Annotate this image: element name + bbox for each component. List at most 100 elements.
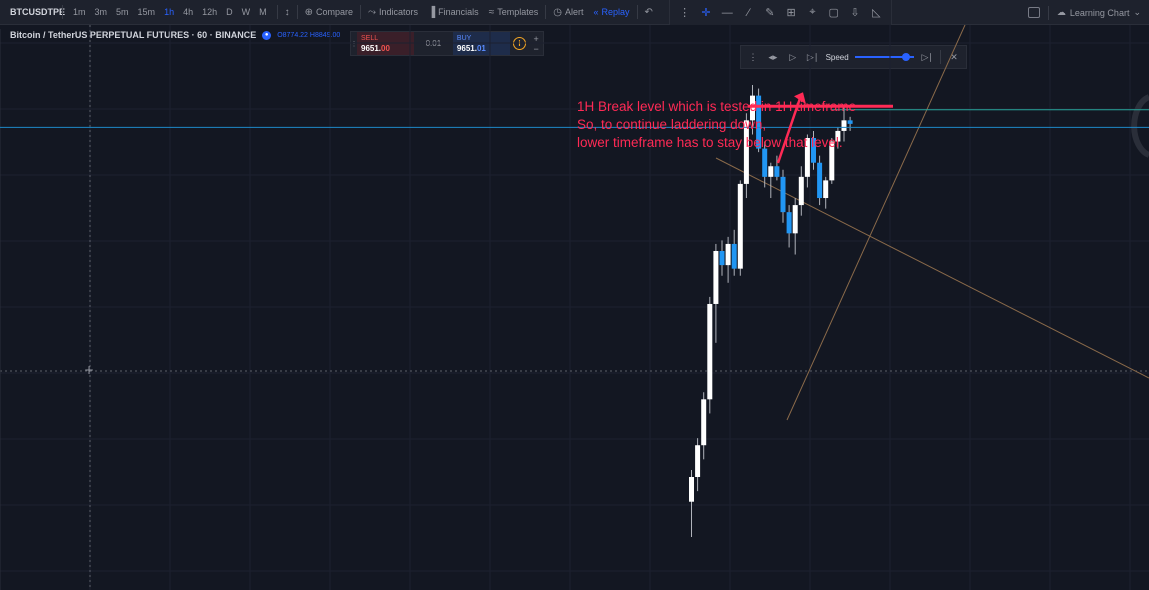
candle-body bbox=[725, 243, 731, 266]
crosshair-cursor-icon: + bbox=[84, 363, 94, 377]
trend-line-descending bbox=[715, 157, 1149, 379]
candle-body bbox=[737, 183, 743, 269]
right-tools: ☁ Learning Chart ⌄ bbox=[1027, 0, 1149, 25]
drag-handle-icon[interactable]: ⋮ bbox=[679, 7, 691, 19]
buy-label: BUY bbox=[456, 35, 472, 42]
candle-body bbox=[695, 445, 701, 477]
annotation-line-1: 1H Break level which is tested in 1H tim… bbox=[577, 99, 857, 114]
undo-button[interactable]: ↶ bbox=[640, 0, 658, 25]
chart-annotation: 1H Break level which is tested in 1H tim… bbox=[577, 98, 856, 152]
comment-icon[interactable]: ▢ bbox=[828, 7, 839, 19]
pen-icon[interactable]: ✎ bbox=[765, 7, 775, 19]
speed-slider-knob[interactable] bbox=[901, 53, 910, 61]
chart-legend: Bitcoin / TetherUS PERPETUAL FUTURES · 6… bbox=[10, 28, 340, 42]
timeframe-1m[interactable]: 1m bbox=[73, 7, 86, 17]
timeframe-12h[interactable]: 12h bbox=[202, 7, 218, 17]
compare-button[interactable]: ⊕ Compare bbox=[300, 0, 358, 25]
marker-icon[interactable]: ⌖ bbox=[809, 6, 816, 18]
chart-grid bbox=[0, 25, 1149, 590]
patterns-icon[interactable]: ⊞ bbox=[786, 7, 796, 19]
timeframe-M[interactable]: M bbox=[259, 7, 267, 17]
candles-icon: ↕ bbox=[284, 6, 290, 18]
cloud-icon: ☁ bbox=[1056, 7, 1066, 17]
timeframe-D[interactable]: D bbox=[226, 7, 233, 17]
candle-body bbox=[701, 399, 707, 446]
toolbar-divider bbox=[360, 5, 362, 19]
ruler-icon[interactable]: ◺ bbox=[872, 7, 881, 19]
candle-body bbox=[823, 180, 829, 199]
candle-body bbox=[817, 162, 823, 199]
annotation-line-3: lower timeframe has to stay below that l… bbox=[577, 135, 843, 150]
brush-icon[interactable]: ∕ bbox=[747, 6, 750, 19]
candle-series bbox=[689, 85, 853, 538]
select-bar-icon[interactable]: ◂▸ bbox=[768, 51, 778, 62]
timeframe-1h[interactable]: 1h bbox=[164, 7, 175, 17]
buy-price-main: 9651. bbox=[456, 44, 477, 53]
alarm-icon: ◷ bbox=[553, 6, 562, 18]
plus-circle-icon: ⊕ bbox=[304, 6, 314, 18]
financials-button[interactable]: ▐ Financials bbox=[423, 0, 484, 25]
candle-body bbox=[750, 95, 755, 121]
plus-icon[interactable]: + bbox=[533, 33, 539, 44]
toolbar-divider bbox=[545, 5, 547, 19]
layout-icon[interactable] bbox=[1027, 7, 1040, 18]
annotation-arrow-head-icon bbox=[794, 92, 806, 105]
candle-body bbox=[792, 205, 798, 234]
financials-icon: ▐ bbox=[428, 6, 436, 18]
symbol-search[interactable]: BTCUSDTPE bbox=[10, 7, 66, 17]
annotation-arrow-shaft bbox=[776, 97, 802, 164]
candle-body bbox=[798, 176, 804, 206]
trade-panel: ⋮ SELL 9651.00 0.01 BUY 9651.01 i + − bbox=[350, 31, 544, 56]
candle-body bbox=[847, 120, 853, 124]
candle-body bbox=[707, 303, 713, 400]
candle-body bbox=[713, 251, 719, 304]
timeframe-4h[interactable]: 4h bbox=[183, 7, 194, 17]
candle-body bbox=[841, 120, 847, 131]
sell-label: SELL bbox=[361, 35, 379, 42]
arrow-down-icon[interactable]: ⇩ bbox=[850, 7, 860, 19]
layout-name-button[interactable]: ☁ Learning Chart ⌄ bbox=[1057, 7, 1141, 18]
jump-to-realtime-icon[interactable]: ▷∣ bbox=[921, 51, 933, 62]
candle-body bbox=[719, 251, 725, 266]
price-chart[interactable]: + bbox=[0, 25, 1149, 590]
financials-label: Financials bbox=[438, 7, 479, 17]
toolbar-divider bbox=[636, 5, 638, 19]
logo-watermark-icon bbox=[1131, 94, 1149, 158]
annotation-line-2: So, to continue laddering down, bbox=[577, 117, 767, 132]
candle-body bbox=[774, 166, 780, 177]
trend-line-ascending bbox=[786, 25, 966, 421]
play-icon[interactable]: ▷ bbox=[789, 51, 797, 62]
price-levels bbox=[0, 92, 1149, 164]
horizontal-line-icon[interactable]: — bbox=[721, 6, 733, 19]
legend-title: Bitcoin / TetherUS PERPETUAL FUTURES · 6… bbox=[10, 30, 257, 40]
chart-type-button[interactable]: ↕ bbox=[280, 0, 295, 25]
sell-price-tail: 00 bbox=[381, 44, 390, 53]
timeframe-3m[interactable]: 3m bbox=[94, 7, 108, 17]
replay-button[interactable]: «Replay bbox=[588, 0, 634, 25]
timeframe-5m[interactable]: 5m bbox=[116, 7, 129, 17]
minus-icon[interactable]: − bbox=[533, 43, 539, 54]
speed-label: Speed bbox=[825, 52, 849, 62]
close-icon[interactable]: ✕ bbox=[950, 51, 958, 62]
alert-label: Alert bbox=[564, 7, 584, 17]
timeframe-15m[interactable]: 15m bbox=[137, 7, 156, 17]
sell-price-main: 9651. bbox=[361, 44, 382, 53]
indicators-icon: ⤳ bbox=[368, 6, 377, 18]
indicators-button[interactable]: ⤳ Indicators bbox=[363, 0, 423, 25]
replay-label: Replay bbox=[601, 7, 630, 17]
ohlc-values: O8774.22 H8849.00 bbox=[277, 31, 341, 39]
drag-handle-icon[interactable]: ⋮ bbox=[350, 40, 358, 48]
replay-panel: ⋮ ◂▸ ▷ ▷∣ Speed ▷∣ ✕ bbox=[740, 45, 967, 69]
candle-body bbox=[756, 95, 762, 149]
speed-slider[interactable] bbox=[854, 53, 915, 61]
templates-icon: ≈ bbox=[488, 6, 495, 18]
alert-button[interactable]: ◷ Alert bbox=[548, 0, 588, 25]
forward-icon[interactable]: ▷∣ bbox=[806, 51, 819, 62]
crosshair-icon[interactable]: ✛ bbox=[701, 7, 711, 19]
top-toolbar: BTCUSDTPE 1m 3m 5m 15m 1h 4h 12h D W M ↕ ⊕ Compare… bbox=[0, 0, 1149, 25]
toolbar-divider bbox=[62, 5, 63, 19]
timeframe-W[interactable]: W bbox=[241, 7, 251, 17]
drag-handle-icon[interactable]: ⋮ bbox=[748, 51, 758, 62]
candle-body bbox=[780, 176, 786, 213]
templates-button[interactable]: ≈ Templates bbox=[484, 0, 544, 25]
